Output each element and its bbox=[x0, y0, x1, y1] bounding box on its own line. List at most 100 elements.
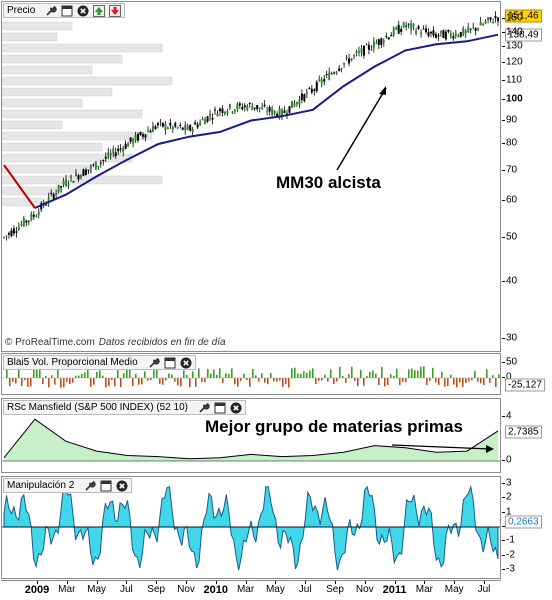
volume-bar bbox=[384, 378, 386, 387]
price-tick-mark bbox=[502, 280, 505, 282]
volume-bar bbox=[18, 369, 20, 378]
volume-bar bbox=[144, 371, 146, 378]
candle-body bbox=[65, 179, 68, 186]
candle-body bbox=[107, 152, 110, 158]
volume-bar bbox=[198, 368, 200, 378]
volume-bar bbox=[396, 368, 398, 378]
volume-bar bbox=[312, 368, 314, 378]
x-axis-label: 2011 bbox=[382, 584, 407, 596]
volume-bar bbox=[357, 378, 359, 387]
price-chart[interactable] bbox=[2, 2, 501, 352]
rsc-chart[interactable] bbox=[2, 399, 501, 473]
price-tick-mark bbox=[502, 62, 505, 64]
candle-body bbox=[278, 108, 281, 119]
volume-bar bbox=[228, 374, 230, 378]
manip-tick-label: 2 bbox=[506, 491, 512, 503]
wrench-icon[interactable] bbox=[198, 402, 210, 414]
volume-chart[interactable] bbox=[2, 354, 501, 395]
volume-bar bbox=[90, 378, 92, 387]
price-tick-label: 150 bbox=[506, 12, 523, 24]
candle-body bbox=[482, 23, 485, 26]
candle-body bbox=[129, 137, 132, 142]
window-icon[interactable] bbox=[164, 357, 176, 369]
arrow-down-icon[interactable] bbox=[109, 4, 122, 17]
price-tick-label: 50 bbox=[506, 231, 518, 243]
manip-value-tag: 0,2663 bbox=[505, 515, 542, 529]
window-icon[interactable] bbox=[100, 480, 112, 492]
volume-bar bbox=[156, 367, 158, 378]
volume-bar bbox=[465, 378, 467, 384]
close-icon[interactable] bbox=[77, 5, 89, 17]
candle-body bbox=[429, 31, 432, 34]
close-icon[interactable] bbox=[116, 480, 128, 492]
volume-bar bbox=[393, 375, 395, 378]
volume-bar bbox=[135, 373, 137, 378]
volume-bar bbox=[348, 374, 350, 378]
close-icon[interactable] bbox=[180, 357, 192, 369]
volume-bar bbox=[246, 378, 248, 381]
price-tick-label: 90 bbox=[506, 114, 518, 126]
price-tick-mark bbox=[502, 119, 505, 121]
candle-body bbox=[194, 122, 197, 125]
volume-bar bbox=[390, 374, 392, 378]
candle-body bbox=[119, 148, 122, 150]
candle-body bbox=[7, 232, 10, 235]
volume-bar bbox=[153, 367, 155, 378]
candle-body bbox=[261, 106, 264, 110]
close-icon[interactable] bbox=[230, 402, 242, 414]
volume-profile-bar bbox=[2, 109, 143, 119]
volume-bar bbox=[213, 369, 215, 378]
volume-bar bbox=[453, 378, 455, 385]
window-icon[interactable] bbox=[61, 5, 73, 17]
candle-body bbox=[214, 109, 217, 111]
volume-bar bbox=[231, 368, 233, 378]
volume-bar bbox=[117, 369, 119, 378]
candle-body bbox=[3, 236, 5, 238]
candle-body bbox=[72, 181, 75, 183]
candle-body bbox=[253, 107, 256, 109]
price-tick-mark bbox=[502, 236, 505, 238]
candle-body bbox=[122, 148, 125, 152]
candle-body bbox=[211, 117, 214, 120]
volume-bar bbox=[447, 378, 449, 387]
candle-body bbox=[367, 44, 370, 50]
volume-titlebar: Blai5 Vol. Proporcional Medio bbox=[3, 355, 196, 370]
volume-bar bbox=[471, 378, 473, 381]
x-tick-mark bbox=[424, 581, 426, 584]
candle-body bbox=[114, 152, 117, 157]
candle-body bbox=[109, 153, 112, 156]
volume-profile-bar bbox=[2, 65, 93, 75]
volume-bar bbox=[9, 378, 11, 387]
candle-body bbox=[350, 58, 353, 61]
volume-bar bbox=[333, 378, 335, 385]
candle-body bbox=[139, 131, 142, 136]
volume-bar bbox=[372, 370, 374, 378]
wrench-icon[interactable] bbox=[148, 357, 160, 369]
candle-body bbox=[298, 99, 301, 105]
arrow-up-icon[interactable] bbox=[93, 4, 106, 17]
volume-bar bbox=[162, 378, 164, 385]
candle-body bbox=[432, 30, 435, 36]
candle-body bbox=[385, 36, 388, 38]
candle-body bbox=[132, 138, 135, 144]
window-icon[interactable] bbox=[214, 402, 226, 414]
price-axis: 151,46 138,49 150 140 130 120 110 100 90 80 70 60… bbox=[502, 1, 552, 352]
volume-bar bbox=[489, 378, 491, 383]
x-axis-label: Sep bbox=[326, 584, 344, 595]
volume-bar bbox=[264, 378, 266, 383]
volume-bar bbox=[375, 373, 377, 378]
volume-bar bbox=[132, 378, 134, 386]
price-tick-label: 40 bbox=[506, 275, 518, 287]
wrench-icon[interactable] bbox=[84, 480, 96, 492]
candle-body bbox=[55, 192, 58, 195]
candle-body bbox=[117, 148, 120, 152]
candle-body bbox=[238, 103, 241, 106]
candle-body bbox=[300, 93, 303, 100]
volume-profile-bar bbox=[2, 153, 133, 163]
volume-bar bbox=[171, 374, 173, 378]
manip-chart[interactable] bbox=[2, 477, 501, 579]
candle-body bbox=[144, 134, 147, 138]
x-axis-label: May bbox=[444, 584, 464, 595]
credit-site: © ProRealTime.com bbox=[5, 337, 95, 348]
wrench-icon[interactable] bbox=[45, 5, 58, 17]
